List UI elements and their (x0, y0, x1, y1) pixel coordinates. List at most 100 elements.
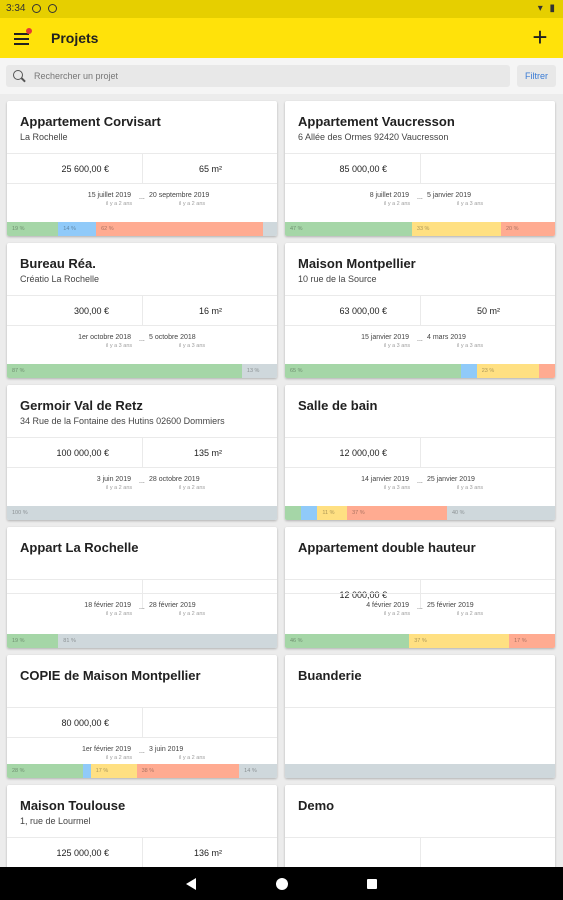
start-relative: il y a 3 ans (105, 343, 133, 349)
end-date: 28 février 2019 (149, 602, 196, 609)
project-surface: 50 m² (476, 306, 500, 316)
search-box (6, 65, 510, 87)
start-relative: il y a 3 ans (383, 343, 411, 349)
progress-segment: 19 % (7, 634, 59, 648)
divider (7, 593, 277, 594)
date-separator: ... (139, 336, 145, 343)
end-date: 28 octobre 2019 (149, 476, 200, 483)
status-bar: 3:34 ▾ ▮ (0, 0, 563, 18)
progress-segment: 46 % (285, 634, 410, 648)
recents-icon[interactable] (367, 879, 377, 889)
divider (420, 153, 421, 183)
project-address: 6 Allée des Ormes 92420 Vaucresson (298, 132, 449, 142)
progress-bar: 46 % 37 % 17 % (285, 634, 555, 648)
project-name: Maison Toulouse (20, 798, 126, 813)
date-separator: ... (139, 604, 145, 611)
project-card[interactable]: Salle de bain 12 000,00 € 14 janvier 2019 i… (285, 385, 555, 520)
start-date: 4 février 2019 (366, 602, 409, 609)
start-date: 15 juillet 2019 (87, 192, 131, 199)
progress-segment: 81 % (58, 634, 277, 648)
progress-segment: 33 % (411, 222, 501, 236)
add-project-button[interactable]: + (532, 22, 548, 52)
start-relative: il y a 2 ans (383, 611, 411, 617)
status-time: 3:34 (6, 3, 26, 14)
home-icon[interactable] (276, 878, 288, 890)
project-card[interactable]: Demo (285, 785, 555, 875)
progress-bar: 28 % 17 % 38 % 14 % (7, 764, 277, 778)
progress-segment: 17 % (90, 764, 137, 778)
project-card[interactable]: Appartement double hauteur 12 000,00 € 4 f… (285, 527, 555, 648)
sync-icon (48, 4, 57, 13)
start-date: 8 juillet 2019 (369, 192, 409, 199)
progress-segment: 17 % (509, 634, 555, 648)
project-address: 1, rue de Lourmel (20, 816, 91, 826)
project-address: La Rochelle (20, 132, 68, 142)
date-separator: ... (139, 748, 145, 755)
search-icon (13, 70, 23, 80)
progress-segment: 100 % (7, 506, 277, 520)
project-card[interactable]: Maison Toulouse 1, rue de Lourmel 125 000,… (7, 785, 277, 875)
project-name: Buanderie (298, 668, 362, 683)
divider (420, 437, 421, 467)
app-bar: Projets + (0, 18, 563, 58)
start-date: 15 janvier 2019 (361, 334, 409, 341)
end-date: 5 octobre 2018 (149, 334, 196, 341)
project-surface: 65 m² (198, 164, 222, 174)
divider (7, 325, 277, 326)
start-relative: il y a 2 ans (105, 201, 133, 207)
progress-segment: 87 % (7, 364, 242, 378)
progress-bar: 87 % 13 % (7, 364, 277, 378)
project-budget: 63 000,00 € (339, 306, 387, 316)
project-card[interactable]: Appartement Vaucresson 6 Allée des Ormes … (285, 101, 555, 236)
project-name: Germoir Val de Retz (20, 398, 143, 413)
date-separator: ... (139, 478, 145, 485)
filter-button[interactable]: Filtrer (517, 65, 556, 87)
search-bar: Filtrer (0, 58, 563, 94)
menu-icon[interactable] (10, 28, 32, 48)
project-surface: 136 m² (193, 848, 222, 858)
divider (7, 737, 277, 738)
project-name: Appartement double hauteur (298, 540, 476, 555)
end-relative: il y a 3 ans (456, 485, 484, 491)
end-date: 4 mars 2019 (427, 334, 466, 341)
progress-segment: 37 % (347, 506, 447, 520)
date-separator: ... (417, 336, 423, 343)
search-input[interactable] (34, 68, 494, 84)
project-name: Demo (298, 798, 335, 813)
progress-bar: 19 % 81 % (7, 634, 277, 648)
progress-segment: 38 % (136, 764, 240, 778)
divider (285, 467, 555, 468)
progress-bar (285, 764, 555, 778)
project-card[interactable]: COPIE de Maison Montpellier 80 000,00 € 1e… (7, 655, 277, 778)
divider (142, 837, 143, 875)
progress-segment: 47 % (285, 222, 412, 236)
progress-bar: 47 % 33 % 20 % (285, 222, 555, 236)
start-relative: il y a 2 ans (105, 485, 133, 491)
project-card[interactable]: Appartement Corvisart La Rochelle 25 600,0… (7, 101, 277, 236)
navigation-bar (0, 867, 563, 900)
progress-segment (285, 506, 302, 520)
project-surface: 135 m² (193, 448, 222, 458)
project-card[interactable]: Appart La Rochelle 18 février 2019 il y a … (7, 527, 277, 648)
start-date: 14 janvier 2019 (361, 476, 409, 483)
project-card[interactable]: Maison Montpellier 10 rue de la Source 63 … (285, 243, 555, 378)
progress-segment: 20 % (500, 222, 555, 236)
page-title: Projets (51, 30, 99, 46)
project-budget: 12 000,00 € (339, 448, 387, 458)
progress-segment (460, 364, 477, 378)
end-date: 20 septembre 2019 (149, 192, 210, 199)
project-address: Créatio La Rochelle (20, 274, 100, 284)
progress-segment: 28 % (7, 764, 83, 778)
back-icon[interactable] (186, 878, 196, 890)
project-card[interactable]: Germoir Val de Retz 34 Rue de la Fontaine… (7, 385, 277, 520)
project-card[interactable]: Buanderie (285, 655, 555, 778)
project-card[interactable]: Bureau Réa. Créatio La Rochelle 300,00 € 16… (7, 243, 277, 378)
progress-segment: 40 % (446, 506, 555, 520)
start-relative: il y a 3 ans (383, 485, 411, 491)
project-budget: 85 000,00 € (339, 164, 387, 174)
end-relative: il y a 2 ans (178, 755, 206, 761)
notification-badge (26, 28, 32, 34)
divider (142, 707, 143, 737)
divider (420, 295, 421, 325)
divider (142, 437, 143, 467)
